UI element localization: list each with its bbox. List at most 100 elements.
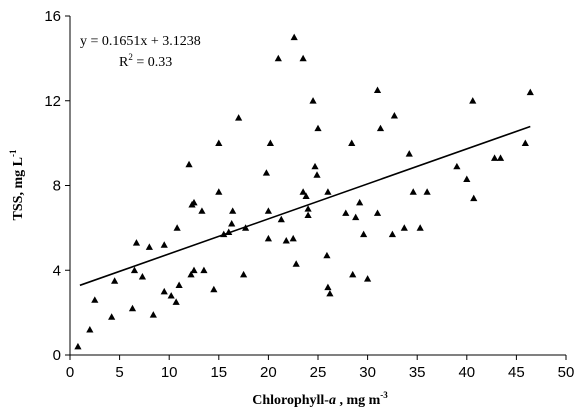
x-tick-label: 35: [409, 364, 426, 381]
data-point-triangle: [521, 139, 529, 147]
data-point-triangle: [229, 207, 237, 214]
data-point-triangle: [86, 325, 94, 333]
data-point-triangle: [364, 275, 372, 282]
data-point-triangle: [416, 224, 424, 231]
x-tick-label: 20: [260, 364, 277, 381]
y-tick-label: 16: [44, 8, 61, 25]
data-point-triangle: [463, 175, 471, 183]
data-point-triangle: [405, 150, 413, 157]
x-axis-ticks: 0 5 10 15 20 25 30 35 40 45 50: [66, 355, 575, 381]
data-point-triangle: [187, 270, 195, 278]
data-point-triangle: [453, 162, 461, 170]
x-tick-label: 0: [66, 364, 74, 381]
data-point-triangle: [360, 230, 368, 238]
data-point-triangle: [356, 198, 364, 206]
data-point-triangle: [342, 209, 350, 216]
data-point-triangle: [266, 139, 274, 147]
x-tick-label: 30: [359, 364, 376, 381]
data-point-triangle: [215, 188, 223, 195]
data-point-triangle: [235, 114, 243, 121]
x-tick-label: 5: [115, 364, 123, 381]
data-point-triangle: [228, 220, 236, 227]
data-point-triangle: [348, 139, 356, 147]
x-tick-label: 40: [458, 364, 475, 381]
data-point-triangle: [108, 313, 116, 320]
data-point-triangle: [326, 289, 334, 297]
data-point-triangle: [290, 33, 298, 41]
trendline-group: [79, 125, 531, 287]
data-point-triangle: [390, 111, 398, 119]
data-point-triangle: [314, 124, 322, 132]
data-point-triangle: [373, 86, 382, 94]
data-point-triangle: [373, 209, 382, 216]
data-point-triangle: [388, 230, 396, 238]
data-point-triangle: [149, 311, 157, 318]
data-point-triangle: [240, 270, 248, 278]
data-point-triangle: [423, 188, 431, 195]
trendline: [79, 125, 531, 287]
data-point-triangle: [470, 194, 478, 202]
data-point-triangle: [198, 207, 206, 214]
data-point-triangle: [160, 287, 168, 295]
data-point-triangle: [172, 298, 180, 305]
data-point-triangle: [469, 97, 477, 104]
data-point-triangle: [264, 207, 272, 214]
data-point-triangle: [309, 97, 317, 104]
data-point-triangle: [282, 236, 290, 244]
y-axis-ticks: 0 4 8 12 16: [44, 8, 70, 364]
data-points: [74, 33, 534, 350]
data-point-triangle: [311, 162, 319, 170]
data-point-triangle: [160, 241, 168, 248]
data-point-triangle: [210, 285, 218, 293]
data-point-triangle: [145, 243, 153, 250]
data-point-triangle: [262, 169, 271, 176]
data-point-triangle: [277, 215, 285, 223]
data-point-triangle: [490, 154, 499, 161]
y-tick-label: 0: [53, 347, 61, 364]
data-point-triangle: [299, 188, 307, 195]
data-point-triangle: [264, 234, 272, 242]
x-tick-label: 15: [210, 364, 227, 381]
data-point-triangle: [128, 304, 137, 312]
data-point-triangle: [324, 283, 332, 291]
data-point-triangle: [111, 277, 119, 284]
data-point-triangle: [200, 266, 208, 274]
data-point-triangle: [138, 273, 147, 280]
x-tick-label: 25: [310, 364, 327, 381]
data-point-triangle: [190, 266, 198, 274]
data-point-triangle: [313, 171, 321, 178]
data-point-triangle: [302, 192, 310, 199]
regression-equation: y = 0.1651x + 3.1238: [80, 34, 201, 49]
data-point-triangle: [274, 54, 282, 62]
data-point-triangle: [409, 188, 417, 195]
x-tick-label: 45: [508, 364, 525, 381]
data-point-triangle: [132, 239, 141, 246]
data-point-triangle: [304, 205, 312, 212]
data-point-triangle: [173, 224, 181, 231]
data-point-triangle: [175, 281, 183, 288]
data-point-triangle: [496, 154, 505, 161]
data-point-triangle: [130, 266, 139, 274]
data-point-triangle: [526, 88, 534, 96]
data-point-triangle: [323, 251, 331, 259]
data-point-triangle: [349, 270, 357, 278]
y-tick-label: 12: [44, 93, 61, 110]
data-point-triangle: [376, 124, 385, 132]
data-point-triangle: [289, 234, 297, 242]
x-axis-title: Chlorophyll-a , mg m-3: [252, 390, 388, 408]
data-point-triangle: [74, 342, 82, 350]
x-tick-label: 10: [161, 364, 178, 381]
data-point-triangle: [352, 213, 360, 221]
data-point-triangle: [215, 139, 223, 147]
data-point-triangle: [185, 160, 193, 168]
x-tick-label: 50: [558, 364, 575, 381]
data-point-triangle: [304, 211, 312, 219]
data-point-triangle: [167, 292, 175, 299]
data-point-triangle: [190, 198, 198, 206]
r-squared-label: R2 = 0.33: [119, 52, 172, 70]
data-point-triangle: [400, 224, 408, 231]
data-point-triangle: [91, 296, 99, 303]
y-tick-label: 8: [53, 178, 61, 195]
y-tick-label: 4: [53, 262, 61, 279]
